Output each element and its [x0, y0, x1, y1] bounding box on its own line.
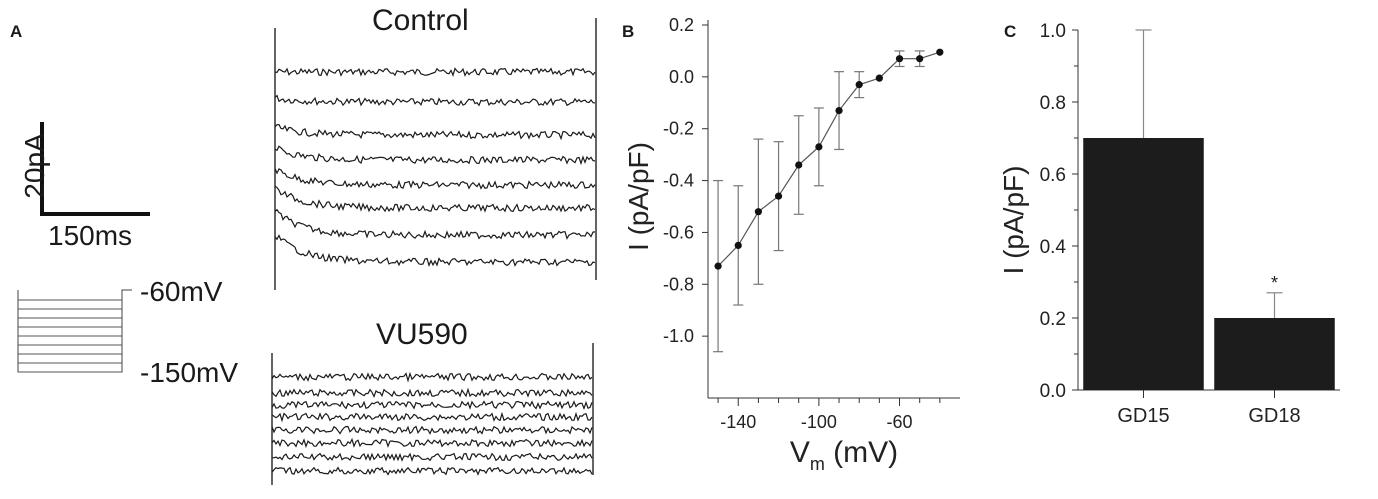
panel-b-label: B [622, 22, 635, 41]
data-point [734, 241, 742, 249]
x-tick-label: GD15 [1117, 405, 1169, 427]
vu590-sweep [271, 387, 593, 399]
data-point [754, 208, 762, 216]
control-sweep [274, 67, 596, 77]
series-line [717, 51, 941, 267]
data-point [815, 143, 823, 151]
control-sweep [274, 145, 596, 166]
data-point [895, 55, 904, 63]
data-point [855, 81, 863, 89]
x-tick-label: -100 [801, 412, 837, 432]
data-point [835, 106, 843, 115]
data-point [774, 192, 783, 200]
x-tick-label: GD18 [1248, 405, 1300, 427]
vu590-sweep [271, 411, 593, 423]
iv-chart: 0.2 0.0 -0.2 -0.4 -0.6 -0.8 -1.0 -140 -100 -60 I (… [623, 15, 960, 474]
y-tick-label: 0.4 [1040, 237, 1067, 258]
x-tick-label: -60 [887, 412, 913, 432]
vu590-sweep [271, 452, 593, 462]
bar [1083, 138, 1204, 390]
control-sweep [274, 94, 596, 107]
y-tick-label: 1.0 [1040, 21, 1066, 42]
y-axis-label: I (pA/pF) [623, 142, 654, 251]
y-axis-label: I (pA/pF) [998, 166, 1029, 275]
scale-bar-time-label: 150ms [48, 220, 133, 251]
y-tick-label: 0.0 [669, 67, 694, 87]
scale-bar [40, 122, 150, 216]
control-sweep [274, 123, 596, 141]
vu590-sweep [271, 437, 593, 449]
y-tick-label: 0.2 [1040, 309, 1066, 330]
y-tick-label: -0.2 [663, 119, 694, 139]
y-tick-label: 0.0 [1040, 381, 1066, 402]
significance-marker: * [1271, 273, 1278, 293]
control-trace-title: Control [372, 4, 469, 37]
vu590-sweep [271, 425, 593, 435]
voltage-protocol-diagram [17, 289, 132, 373]
vu590-sweep [271, 371, 593, 383]
vu590-sweep [271, 466, 593, 476]
bar-chart: 0.0 0.2 0.4 0.6 0.8 1.0 I (pA/pF) GD15 GD18 * [998, 21, 1340, 427]
control-sweep [274, 168, 596, 190]
control-sweep [274, 208, 596, 240]
data-point [795, 161, 803, 169]
data-point [936, 48, 944, 56]
vu590-current-traces [271, 343, 594, 485]
y-tick-label: -0.6 [663, 222, 694, 242]
y-tick-label: -1.0 [663, 326, 694, 346]
protocol-outline [17, 289, 132, 373]
y-tick-label: -0.4 [663, 171, 694, 191]
protocol-top-voltage: -60mV [140, 276, 223, 307]
y-tick-label: 0.8 [1040, 93, 1066, 114]
panel-a-label: A [10, 22, 23, 41]
y-tick-label: 0.6 [1040, 165, 1066, 186]
control-current-traces [274, 18, 597, 290]
bar [1214, 318, 1335, 390]
vu590-trace-title: VU590 [376, 318, 468, 351]
x-tick-label: -140 [720, 412, 756, 432]
y-tick-label: 0.2 [669, 15, 694, 35]
control-sweep [274, 185, 596, 213]
panel-c-label: C [1004, 22, 1017, 41]
data-point [714, 262, 722, 270]
data-point [916, 55, 924, 63]
vu590-sweep [271, 400, 593, 411]
x-axis-label: Vm (mV) [790, 436, 898, 474]
y-tick-label: -0.8 [663, 274, 694, 294]
protocol-bottom-voltage: -150mV [140, 357, 239, 388]
control-sweep [274, 234, 596, 268]
data-point [875, 74, 883, 82]
